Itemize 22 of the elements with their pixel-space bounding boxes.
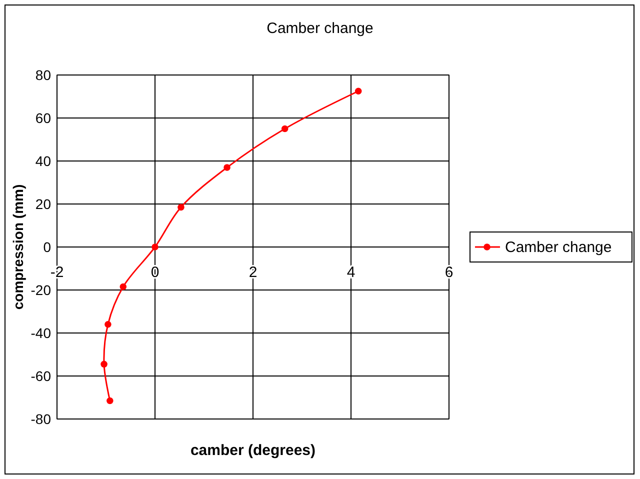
y-tick-label: -60 [30, 368, 52, 384]
y-tick-label: 0 [43, 239, 52, 255]
point [178, 204, 184, 211]
point [104, 321, 112, 328]
point [152, 244, 158, 250]
chart-title: Camber change [266, 20, 374, 37]
point [281, 125, 288, 132]
x-axis-title: camber (degrees) [190, 442, 316, 459]
point [100, 360, 108, 368]
point [120, 283, 127, 290]
point [224, 164, 230, 171]
y-axis-title: compression (mm) [10, 184, 26, 310]
point [354, 88, 362, 95]
legend-label: Camber change [505, 239, 612, 256]
point [106, 397, 114, 404]
y-tick-label: 40 [35, 153, 52, 169]
y-tick-label: -40 [30, 325, 52, 341]
y-tick-label: 80 [35, 67, 52, 83]
y-tick-label: 60 [35, 110, 52, 126]
y-tick-label: 20 [35, 196, 52, 212]
y-tick-label: -80 [30, 411, 52, 427]
y-tick-label: -20 [30, 282, 52, 298]
